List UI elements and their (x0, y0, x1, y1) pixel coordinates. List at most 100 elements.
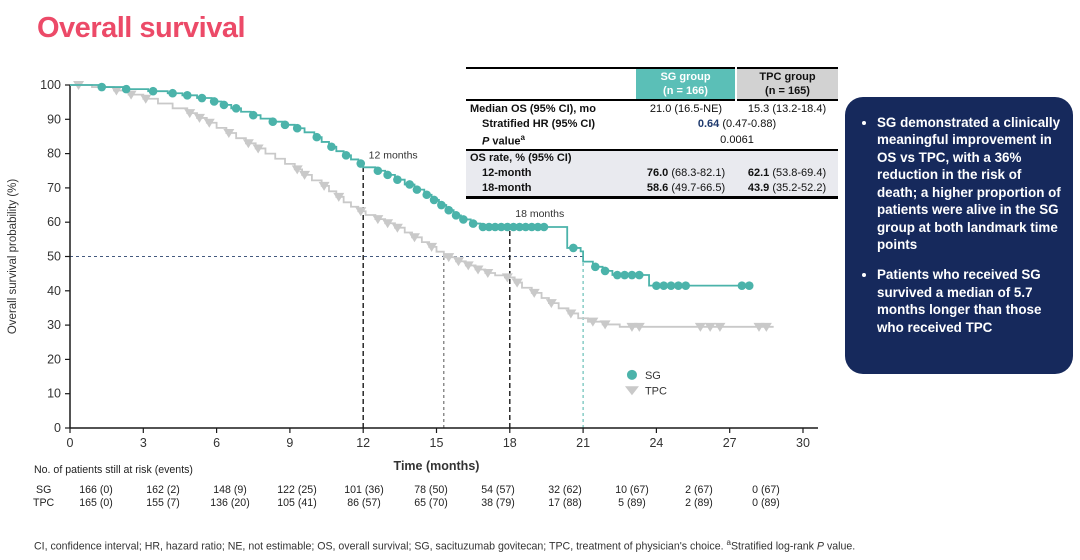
risk-value-sg-0: 166 (0) (79, 484, 113, 496)
censor-marker-triangle (125, 90, 137, 100)
censor-marker-circle (484, 222, 494, 232)
p-italic: P (482, 135, 490, 148)
risk-value-tpc-8: 5 (89) (618, 497, 646, 509)
censor-marker-triangle (462, 261, 474, 271)
censor-marker-circle (168, 88, 177, 98)
risk-value-tpc-7: 17 (88) (548, 497, 582, 509)
censor-marker-triangle (382, 219, 394, 229)
hr-row: Stratified HR (95% CI) 0.64 (0.47-0.88) (466, 116, 838, 131)
p-value-row: P valuea 0.0061 (466, 131, 838, 150)
censor-marker-triangle (694, 322, 706, 332)
censor-marker-triangle (704, 322, 716, 332)
risk-table-title: No. of patients still at risk (events) (34, 464, 193, 476)
risk-value-sg-6: 54 (57) (481, 484, 515, 496)
censor-marker-circle (490, 222, 500, 232)
key-findings-panel: SG demonstrated a clinically meaningful … (845, 97, 1073, 374)
key-finding-2: Patients who received SG survived a medi… (877, 266, 1061, 336)
km-survival-chart: 0 3 6 9 12 15 18 21 24 27 30 0 10 20 30 40 50 60 70 80 90 100… (7, 78, 818, 473)
milestone-label: 12 months (369, 150, 418, 162)
censor-marker-triangle (291, 165, 303, 175)
x-tick-label: 18 (503, 436, 517, 450)
p-value-label: P valuea (466, 131, 636, 150)
censor-marker-triangle (501, 273, 513, 283)
censor-marker-triangle (599, 320, 611, 330)
y-tick-label: 0 (54, 421, 61, 435)
risk-value-sg-7: 32 (62) (548, 484, 582, 496)
censor-marker-circle (231, 104, 241, 113)
censor-marker-circle (503, 222, 512, 232)
censor-marker-circle (356, 159, 366, 168)
y-tick-label: 100 (40, 78, 61, 92)
censor-marker-circle (737, 281, 747, 290)
censor-marker-circle (744, 281, 754, 290)
stats-header-sg: SG group (n = 166) (636, 68, 736, 100)
x-tick-label: 21 (576, 436, 590, 450)
risk-value-sg-5: 78 (50) (414, 484, 448, 496)
censor-marker-circle (97, 82, 107, 92)
rate-18mo-label: 18-month (482, 182, 532, 195)
censor-marker-triangle (355, 207, 367, 217)
censor-marker-circle (219, 100, 229, 110)
milestone-label: 18 months (515, 208, 564, 220)
risk-value-tpc-0: 165 (0) (79, 497, 113, 509)
censor-marker-triangle (472, 265, 484, 275)
censor-marker-triangle (223, 129, 235, 139)
censor-marker-circle (312, 132, 322, 142)
censor-marker-circle (509, 222, 518, 232)
risk-value-sg-1: 162 (2) (146, 484, 180, 496)
rate-18mo-tpc-ci: (35.2-52.2) (769, 182, 827, 195)
censor-marker-circle (383, 170, 392, 180)
x-tick-label: 30 (796, 436, 810, 450)
hr-ci: (0.47-0.88) (719, 117, 777, 130)
censor-marker-circle (569, 243, 578, 253)
risk-value-sg-9: 2 (67) (685, 484, 713, 496)
censor-marker-circle (600, 266, 610, 276)
x-tick-label: 6 (213, 436, 220, 450)
risk-value-sg-2: 148 (9) (213, 484, 247, 496)
censor-marker-triangle (184, 109, 196, 119)
censor-marker-triangle (426, 242, 438, 252)
censor-marker-circle (459, 215, 468, 224)
key-finding-1: SG demonstrated a clinically meaningful … (877, 114, 1061, 253)
os-stats-table: SG group (n = 166) TPC group (n = 165) M… (466, 67, 838, 199)
x-tick-label: 0 (67, 436, 74, 450)
censor-marker-circle (652, 281, 661, 290)
sg-group-n: (n = 166) (663, 85, 708, 97)
censor-marker-circle (341, 151, 351, 160)
censor-marker-circle (182, 90, 192, 100)
risk-table: SG TPC 166 (0) 162 (2) 148 (9) 122 (25) 101 … (0, 484, 840, 514)
median-os-tpc: 15.3 (13.2-18.4) (747, 102, 827, 115)
censor-marker-triangle (760, 322, 772, 332)
censor-marker-triangle (242, 139, 254, 149)
x-tick-label: 27 (723, 436, 737, 450)
rate-18mo-sg: 58.6 (49.7-66.5) (636, 181, 736, 198)
y-tick-label: 70 (47, 181, 61, 195)
censor-marker-circle (327, 142, 336, 152)
censor-marker-circle (659, 281, 669, 290)
censor-marker-triangle (587, 317, 599, 327)
censor-marker-triangle (565, 309, 577, 319)
censor-marker-triangle (333, 192, 345, 202)
censor-marker-circle (405, 180, 414, 189)
censor-marker-triangle (452, 257, 464, 267)
censor-marker-circle (521, 222, 530, 232)
y-tick-label: 30 (47, 318, 61, 332)
censor-marker-circle (148, 86, 158, 96)
censor-marker-circle (496, 222, 506, 232)
stats-header-empty-cell (466, 68, 636, 100)
censor-marker-circle (437, 200, 446, 210)
censor-marker-triangle (203, 118, 215, 128)
rate-12mo-sg: 76.0 (68.3-82.1) (636, 166, 736, 181)
legend-sg-label: SG (645, 370, 661, 382)
os-rate-section-row: OS rate, % (95% CI) (466, 148, 838, 166)
y-tick-label: 60 (47, 215, 61, 229)
risk-value-tpc-6: 38 (79) (481, 497, 515, 509)
censor-marker-circle (515, 222, 524, 232)
censor-marker-triangle (318, 181, 330, 191)
footnote-note-post: value. (824, 540, 856, 553)
censor-marker-circle (373, 166, 383, 176)
rate-18mo-tpc-bold: 43.9 (747, 182, 770, 195)
censor-marker-triangle (391, 223, 403, 233)
footnote-note-italic: P (816, 540, 824, 553)
